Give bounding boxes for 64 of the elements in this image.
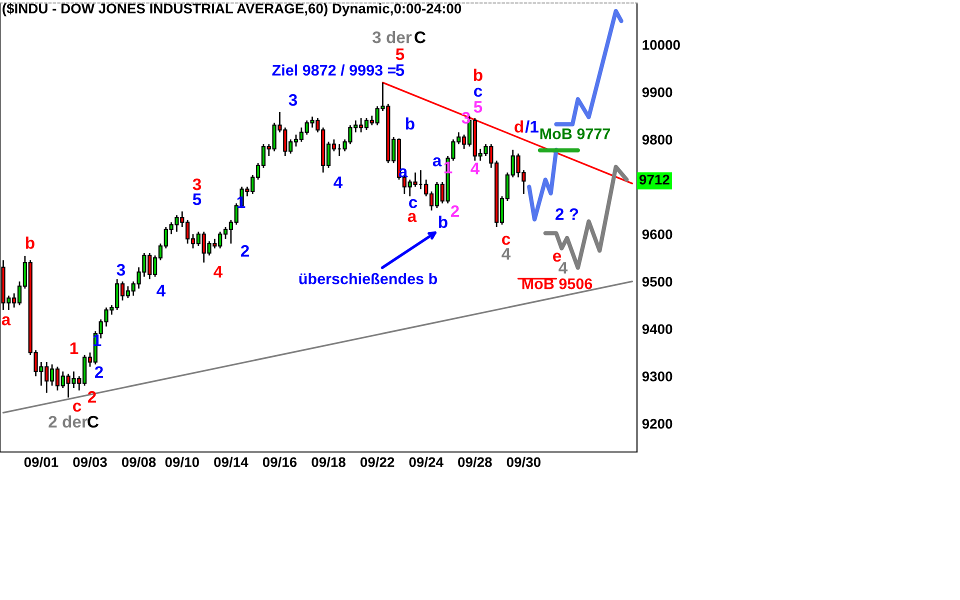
annotation: 3 bbox=[288, 94, 298, 106]
y-tick-label: 9500 bbox=[642, 276, 672, 287]
annotation: /1 bbox=[525, 120, 538, 133]
annotation: d bbox=[514, 120, 523, 133]
annotation: 4 bbox=[214, 266, 223, 278]
x-tick-label: 09/03 bbox=[73, 456, 107, 468]
x-tick-label: 09/18 bbox=[312, 456, 346, 468]
annotation: 2 bbox=[88, 391, 96, 403]
annotation: 2 ? bbox=[556, 208, 578, 220]
x-tick-label: 09/10 bbox=[165, 456, 199, 468]
y-tick-label: 10000 bbox=[642, 40, 680, 50]
y-tick-label: 9900 bbox=[642, 87, 672, 98]
annotation: 5 bbox=[192, 194, 202, 206]
line-series bbox=[554, 8, 624, 126]
annotation: C bbox=[414, 31, 426, 44]
annotation: 2 bbox=[240, 245, 249, 257]
y-tick-label: 9300 bbox=[642, 372, 672, 382]
annotation: 4 bbox=[156, 284, 166, 296]
annotation: a bbox=[2, 316, 11, 326]
annotation: 3 der bbox=[372, 30, 412, 44]
annotation: 1 bbox=[444, 162, 452, 174]
annotation: 5 bbox=[474, 101, 482, 113]
annotation: b bbox=[474, 68, 482, 81]
annotation: a bbox=[432, 157, 442, 166]
annotation: Ziel 9872 / 9993 = bbox=[272, 64, 396, 76]
annotation: 5 bbox=[396, 64, 404, 76]
annotation: MoB 9777 bbox=[540, 128, 610, 140]
y-tick-label: 9600 bbox=[642, 229, 672, 240]
annotation: c bbox=[409, 199, 418, 208]
annotation: 3 bbox=[192, 178, 202, 190]
y-tick-label: 9800 bbox=[642, 134, 672, 145]
annotation: überschießendes b bbox=[299, 273, 437, 284]
annotation: 5 bbox=[396, 48, 404, 60]
y-tick-label: 9400 bbox=[642, 324, 672, 334]
y-tick-label: 9200 bbox=[642, 418, 672, 429]
annotation: a bbox=[408, 212, 417, 222]
annotation: 4 bbox=[558, 262, 568, 274]
annotation: 2 der bbox=[48, 415, 88, 428]
annotation: 4 bbox=[502, 248, 511, 260]
annotation: b bbox=[406, 117, 414, 130]
x-tick-label: 09/01 bbox=[24, 456, 58, 468]
annotation: 1 bbox=[70, 342, 78, 354]
x-tick-label: 09/24 bbox=[409, 456, 444, 468]
annotation: e bbox=[553, 252, 562, 262]
annotation: 3 bbox=[116, 264, 126, 276]
annotation: C bbox=[88, 416, 99, 428]
x-tick-label: 09/16 bbox=[262, 456, 297, 468]
annotation: 2 bbox=[450, 205, 459, 217]
x-tick-label: 09/22 bbox=[360, 456, 394, 468]
text: 9712 bbox=[639, 174, 670, 185]
annotation: 1 bbox=[237, 196, 246, 208]
annotation: c bbox=[73, 402, 82, 412]
annotation: 2 bbox=[94, 366, 103, 378]
chart-title: ($INDU - DOW JONES INDUSTRIAL AVERAGE,60) Dynamic,0:00-24:00 bbox=[2, 3, 462, 16]
annotation: c bbox=[502, 236, 510, 245]
annotation: 4 bbox=[470, 162, 480, 174]
x-tick-label: 09/30 bbox=[506, 456, 541, 468]
annotation: b bbox=[26, 236, 34, 249]
annotation: b bbox=[439, 216, 448, 228]
x-tick-label: 09/28 bbox=[458, 456, 492, 468]
annotation: 4 bbox=[334, 176, 343, 188]
x-tick-label: 09/08 bbox=[122, 456, 156, 468]
x-tick-label: 09/14 bbox=[214, 456, 248, 468]
annotation: c bbox=[474, 88, 482, 97]
